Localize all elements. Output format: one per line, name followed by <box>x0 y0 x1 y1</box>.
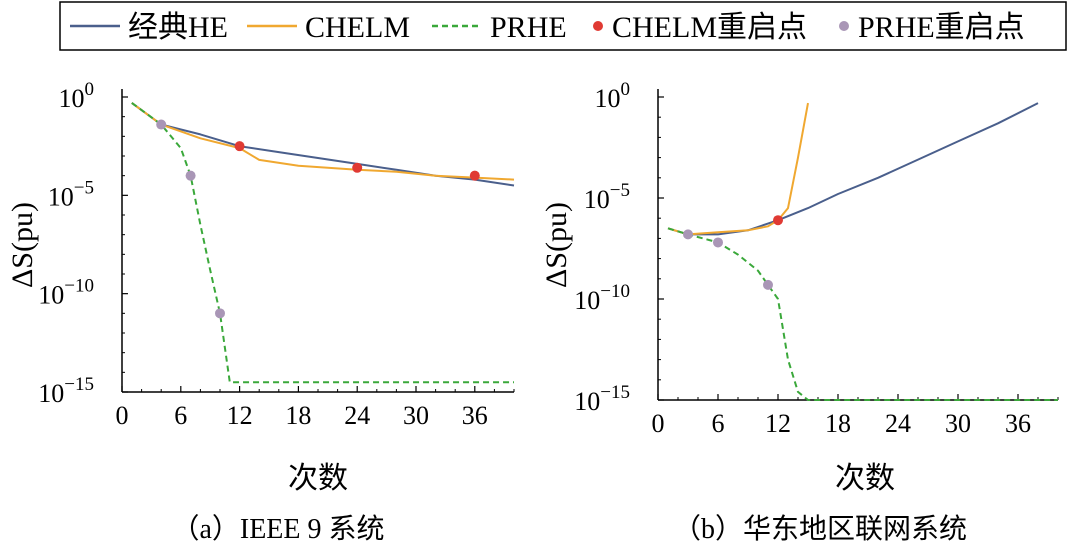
x-tick-labels-a: 0 6 12 18 24 30 36 <box>116 401 488 430</box>
legend-label-prhe-restart: PRHE重启点 <box>858 11 1025 44</box>
chart-panel-a: 0 6 12 18 24 30 36 100 10−5 10−10 10−15 次数 ΔS(pu)… <box>6 79 515 545</box>
chart-panel-b: 0 6 12 18 24 30 36 100 10−5 10−10 10−15 次数 ΔS(pu)… <box>540 79 1059 545</box>
legend-label-chelm-restart: CHELM重启点 <box>612 11 807 44</box>
legend-label-prhe: PRHE <box>490 11 567 44</box>
legend: 经典HE CHELM PRHE CHELM重启点 PRHE重启点 <box>59 1 1067 51</box>
x-tick-label: 0 <box>116 401 129 430</box>
y-tick-label: 100 <box>595 79 631 113</box>
y-tick-labels-b: 100 10−5 10−10 10−15 <box>574 79 630 416</box>
y-axis-label-a: ΔS(pu) <box>6 202 39 288</box>
series-line-prhe-a <box>131 102 514 384</box>
x-tick-label: 24 <box>885 409 911 438</box>
y-tick-label: 10−5 <box>48 177 94 211</box>
series-line-prhe-b <box>667 227 1058 401</box>
legend-label-chelm: CHELM <box>305 11 410 44</box>
x-tick-label: 36 <box>1005 409 1031 438</box>
plot-area-b <box>657 89 1059 401</box>
legend-dot-chelm-restart <box>593 21 603 31</box>
x-tick-label: 6 <box>174 401 187 430</box>
restart-point-chelm-restart-a <box>352 162 363 173</box>
y-tick-label: 10−15 <box>574 382 630 416</box>
x-tick-label: 6 <box>712 409 725 438</box>
series-line-chelm-a <box>131 102 515 181</box>
x-axis-label-a: 次数 <box>288 462 348 495</box>
restart-point-prhe-restart-a <box>156 119 167 130</box>
restart-point-prhe-restart-b <box>713 237 723 248</box>
x-tick-label: 0 <box>652 409 665 438</box>
restart-point-chelm-restart-a <box>234 141 245 152</box>
x-tick-labels-b: 0 6 12 18 24 30 36 <box>652 409 1032 438</box>
x-tick-label: 30 <box>403 401 429 430</box>
restart-point-chelm-restart-b <box>773 215 783 226</box>
x-tick-label: 12 <box>227 401 253 430</box>
x-tick-label: 18 <box>285 401 311 430</box>
restart-point-prhe-restart-a <box>215 308 225 319</box>
restart-point-prhe-restart-a <box>185 170 196 181</box>
legend-label-classic-he: 经典HE <box>128 11 228 44</box>
plot-area-a <box>121 89 515 393</box>
caption-a: （a）IEEE 9 系统 <box>171 513 384 545</box>
y-tick-labels-a: 100 10−5 10−10 10−15 <box>38 79 94 408</box>
legend-box <box>59 1 1067 51</box>
restart-point-chelm-restart-a <box>469 170 480 181</box>
legend-dot-prhe-restart <box>839 21 849 31</box>
x-tick-label: 24 <box>344 401 370 430</box>
x-axis-label-b: 次数 <box>835 462 895 495</box>
x-tick-label: 30 <box>945 409 971 438</box>
x-tick-label: 12 <box>765 409 791 438</box>
y-tick-label: 10−10 <box>38 276 94 310</box>
restart-point-prhe-restart-b <box>683 229 693 240</box>
y-tick-label: 10−10 <box>574 281 630 315</box>
x-tick-label: 18 <box>825 409 851 438</box>
series-line-classic-he-b <box>667 102 1039 236</box>
series-line-chelm-b <box>667 102 809 236</box>
restart-point-prhe-restart-b <box>763 279 773 290</box>
y-tick-label: 10−5 <box>584 180 630 214</box>
y-tick-label: 10−15 <box>38 374 94 408</box>
x-tick-label: 36 <box>462 401 488 430</box>
y-axis-label-b: ΔS(pu) <box>540 202 573 288</box>
caption-b: （b）华东地区联网系统 <box>673 513 967 545</box>
y-tick-label: 100 <box>59 79 95 113</box>
